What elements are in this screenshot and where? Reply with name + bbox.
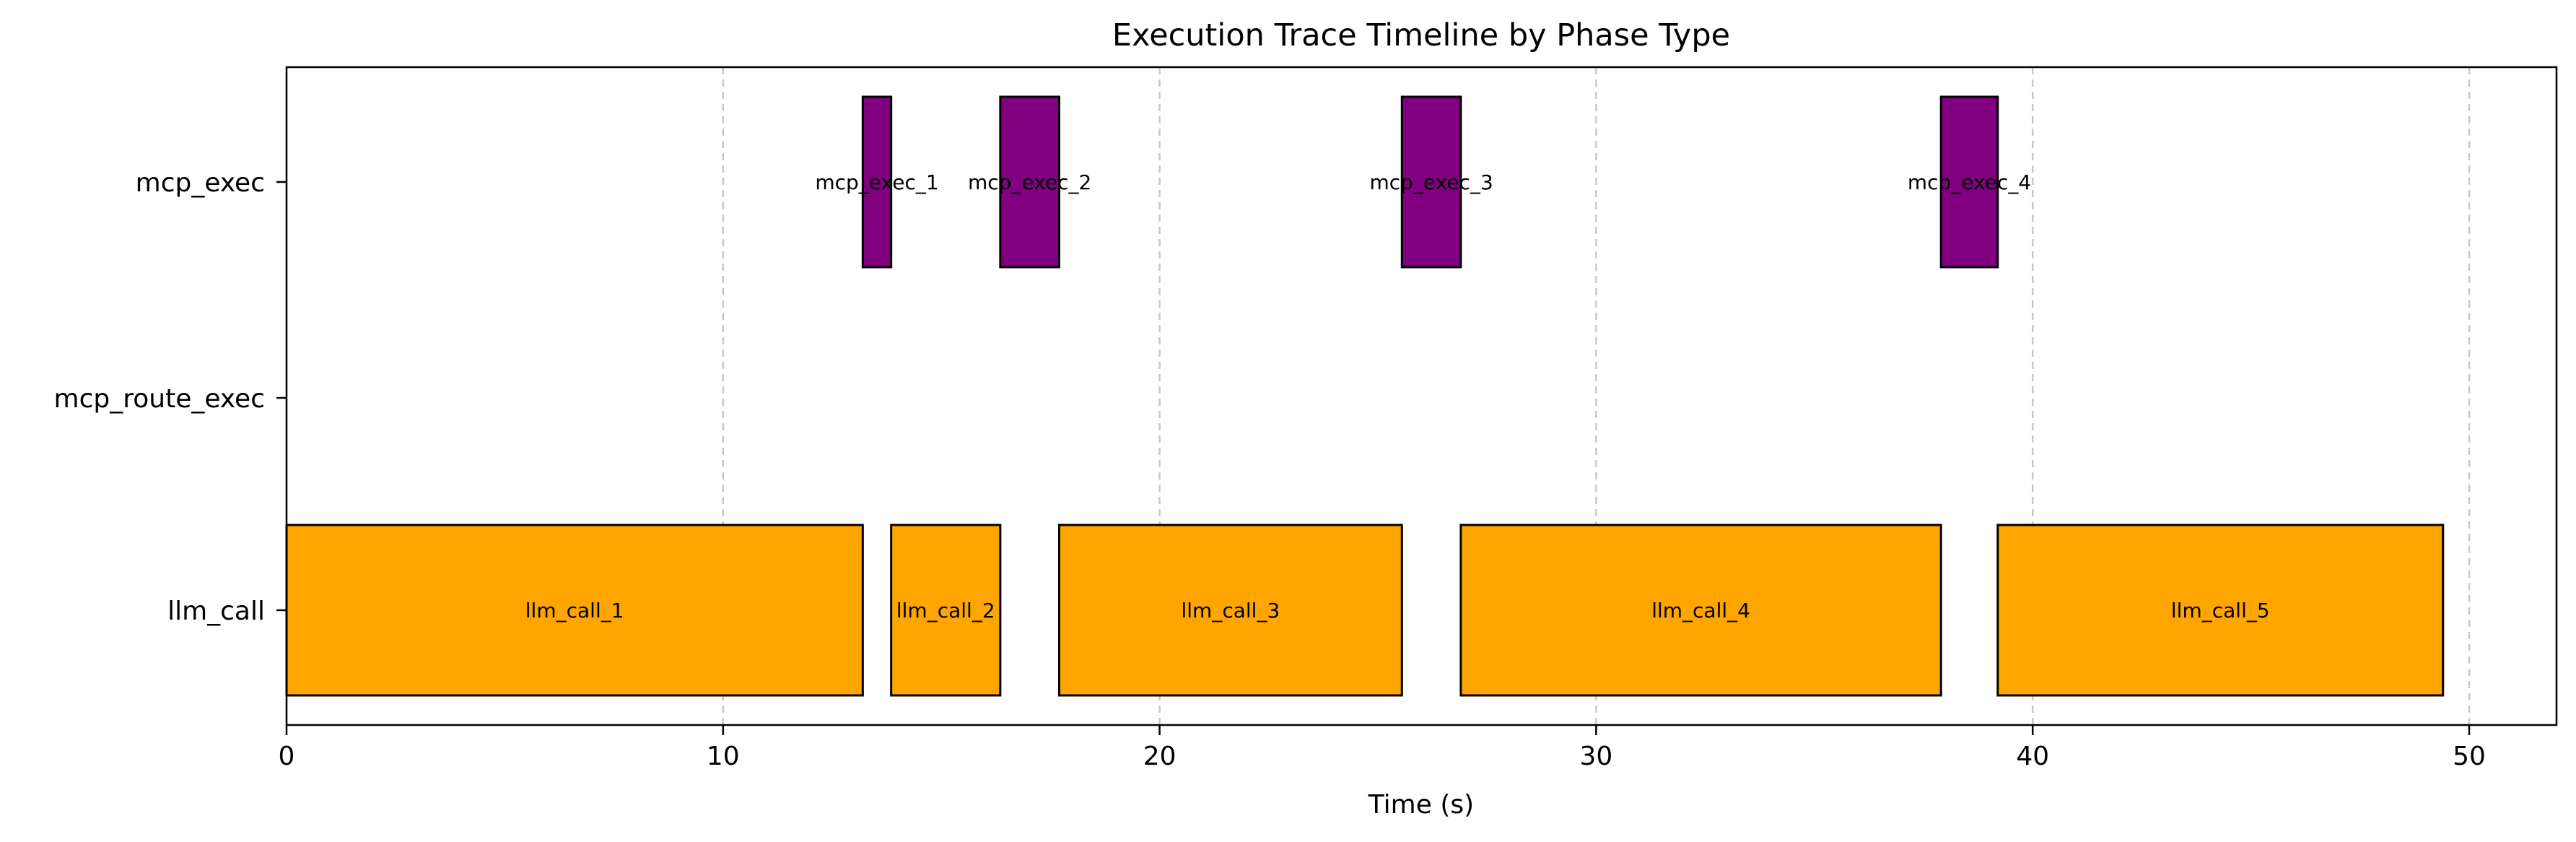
bar-label-mcp-exec-2: mcp_exec_2 — [968, 170, 1091, 194]
x-axis-ticks: 0 10 20 30 40 50 — [279, 725, 2486, 771]
bar-label-mcp-exec-1: mcp_exec_1 — [815, 170, 938, 194]
y-tick-label-mcp-route-exec: mcp_route_exec — [54, 384, 265, 414]
bar-llm-call-5 — [1996, 524, 2445, 697]
bar-label-llm-call-3: llm_call_3 — [1182, 599, 1280, 622]
bar-label-llm-call-2: llm_call_2 — [896, 599, 995, 622]
x-tick-label: 0 — [279, 742, 295, 771]
y-axis-ticks: mcp_exec mcp_route_exec llm_call — [54, 168, 287, 626]
chart-title: Execution Trace Timeline by Phase Type — [1112, 17, 1730, 53]
x-tick-label: 20 — [1143, 742, 1176, 771]
bar-llm-call-4 — [1459, 524, 1942, 697]
bar-llm-call-2 — [890, 524, 1002, 697]
bar-mcp-exec-4 — [1939, 95, 1999, 269]
bar-llm-call-3 — [1058, 524, 1403, 697]
plot-frame — [285, 66, 2558, 726]
bar-labels: llm_call_1 mcp_exec_1 llm_call_2 mcp_exec_2… — [525, 170, 2270, 622]
x-tick-label: 40 — [2016, 742, 2049, 771]
x-tick-label: 30 — [1580, 742, 1613, 771]
bar-label-llm-call-5: llm_call_5 — [2171, 599, 2270, 622]
bars — [285, 95, 2445, 697]
bar-label-mcp-exec-3: mcp_exec_3 — [1369, 170, 1493, 194]
bar-llm-call-1 — [285, 524, 864, 697]
x-tick-label: 10 — [707, 742, 740, 771]
y-tick-label-llm-call: llm_call — [167, 596, 265, 626]
x-tick-label: 50 — [2453, 742, 2486, 771]
x-axis-label: Time (s) — [1368, 790, 1474, 820]
bar-mcp-exec-1 — [861, 95, 893, 269]
bar-label-mcp-exec-4: mcp_exec_4 — [1908, 170, 2031, 194]
bar-label-llm-call-1: llm_call_1 — [525, 599, 624, 622]
y-tick-label-mcp-exec: mcp_exec — [136, 168, 265, 198]
bar-mcp-exec-3 — [1400, 95, 1462, 269]
bar-mcp-exec-2 — [999, 95, 1061, 269]
bar-label-llm-call-4: llm_call_4 — [1651, 599, 1750, 622]
